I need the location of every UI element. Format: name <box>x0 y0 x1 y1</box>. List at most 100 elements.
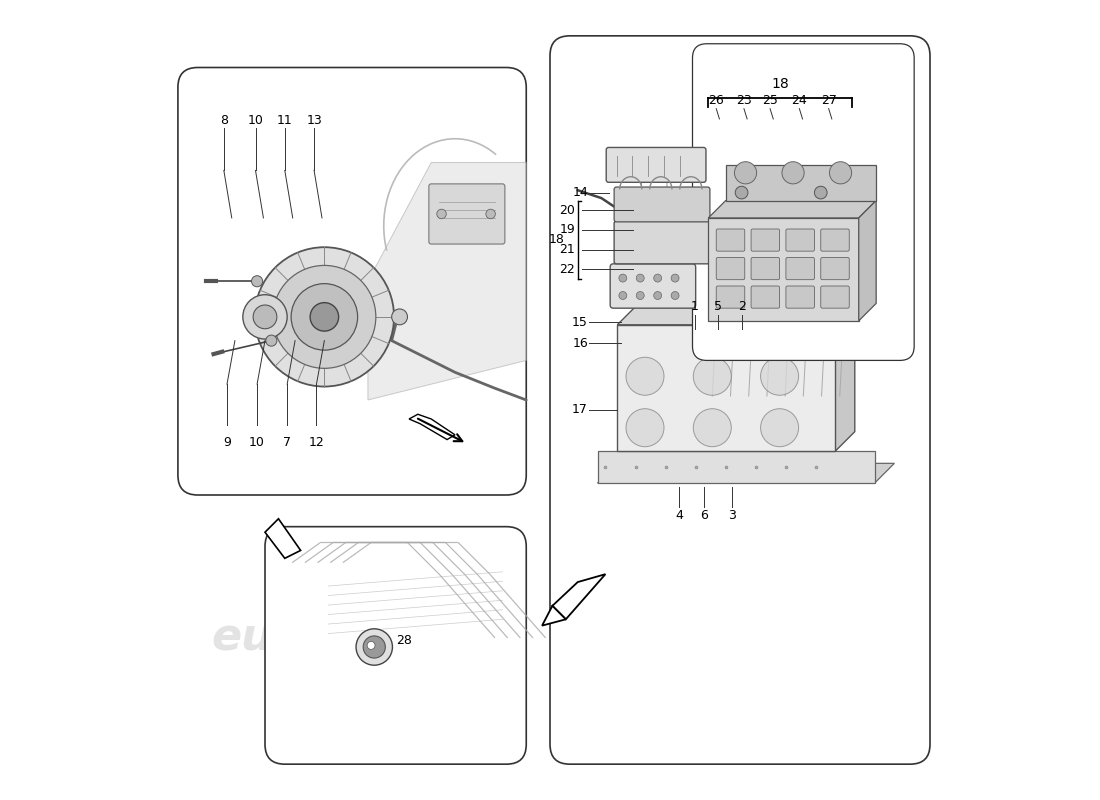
FancyBboxPatch shape <box>789 283 818 305</box>
FancyBboxPatch shape <box>821 258 849 280</box>
Circle shape <box>255 247 394 386</box>
Text: 1: 1 <box>691 300 698 313</box>
Text: 6: 6 <box>701 510 708 522</box>
FancyBboxPatch shape <box>785 229 814 251</box>
Text: 7: 7 <box>283 436 292 449</box>
Polygon shape <box>597 463 894 483</box>
Circle shape <box>693 358 732 395</box>
Text: 5: 5 <box>714 300 722 313</box>
Circle shape <box>619 291 627 299</box>
Polygon shape <box>552 574 605 619</box>
FancyBboxPatch shape <box>614 187 710 222</box>
Text: 12: 12 <box>309 436 324 449</box>
Text: eurospares: eurospares <box>607 537 889 580</box>
FancyBboxPatch shape <box>265 526 526 764</box>
Polygon shape <box>597 451 874 483</box>
Circle shape <box>310 302 339 331</box>
Circle shape <box>760 409 799 446</box>
Text: 4: 4 <box>675 510 683 522</box>
Text: 23: 23 <box>736 94 751 107</box>
Text: 14: 14 <box>572 186 588 199</box>
Polygon shape <box>617 305 855 325</box>
Circle shape <box>253 305 277 329</box>
FancyBboxPatch shape <box>693 44 914 361</box>
FancyBboxPatch shape <box>821 286 849 308</box>
Text: 11: 11 <box>277 114 293 127</box>
FancyBboxPatch shape <box>751 286 780 308</box>
Text: 2: 2 <box>738 300 746 313</box>
Text: 22: 22 <box>560 263 575 276</box>
Circle shape <box>636 274 645 282</box>
Text: eurospares: eurospares <box>211 616 493 659</box>
Text: 19: 19 <box>560 223 575 236</box>
Text: 15: 15 <box>572 316 588 329</box>
Polygon shape <box>265 518 300 558</box>
Polygon shape <box>726 165 877 201</box>
Text: eurospares: eurospares <box>607 260 889 302</box>
Text: 10: 10 <box>249 436 265 449</box>
Circle shape <box>814 186 827 199</box>
Circle shape <box>356 629 393 666</box>
FancyBboxPatch shape <box>751 258 780 280</box>
FancyBboxPatch shape <box>634 283 664 305</box>
Circle shape <box>693 409 732 446</box>
Text: 21: 21 <box>560 243 575 256</box>
Circle shape <box>363 636 385 658</box>
Circle shape <box>626 409 664 446</box>
FancyBboxPatch shape <box>716 286 745 308</box>
Circle shape <box>626 358 664 395</box>
Polygon shape <box>708 218 859 321</box>
Circle shape <box>671 291 679 299</box>
FancyBboxPatch shape <box>550 36 930 764</box>
Circle shape <box>829 162 851 184</box>
Circle shape <box>760 358 799 395</box>
Text: 17: 17 <box>572 403 588 416</box>
FancyBboxPatch shape <box>821 229 849 251</box>
Text: 3: 3 <box>728 510 736 522</box>
FancyBboxPatch shape <box>785 258 814 280</box>
Circle shape <box>671 274 679 282</box>
Circle shape <box>367 642 375 650</box>
Circle shape <box>273 266 376 368</box>
Circle shape <box>619 274 627 282</box>
Polygon shape <box>367 162 526 400</box>
FancyBboxPatch shape <box>716 229 745 251</box>
Circle shape <box>653 274 661 282</box>
Circle shape <box>437 210 447 218</box>
Circle shape <box>266 335 277 346</box>
Text: 26: 26 <box>708 94 724 107</box>
Circle shape <box>782 162 804 184</box>
Text: 8: 8 <box>220 114 228 127</box>
FancyBboxPatch shape <box>610 264 695 308</box>
Circle shape <box>486 210 495 218</box>
Circle shape <box>735 186 748 199</box>
Circle shape <box>735 162 757 184</box>
Polygon shape <box>835 305 855 451</box>
Polygon shape <box>409 414 455 439</box>
Text: 24: 24 <box>792 94 807 107</box>
Polygon shape <box>542 606 565 626</box>
FancyBboxPatch shape <box>751 229 780 251</box>
Text: 27: 27 <box>821 94 837 107</box>
FancyBboxPatch shape <box>606 147 706 182</box>
Circle shape <box>636 291 645 299</box>
Polygon shape <box>708 201 877 218</box>
Text: 10: 10 <box>248 114 263 127</box>
FancyBboxPatch shape <box>614 221 710 264</box>
Text: 18: 18 <box>549 233 565 246</box>
FancyBboxPatch shape <box>178 67 526 495</box>
Text: eurospares: eurospares <box>211 260 493 302</box>
Circle shape <box>392 309 407 325</box>
Text: 20: 20 <box>560 203 575 217</box>
Text: 16: 16 <box>572 337 588 350</box>
Text: 18: 18 <box>771 78 790 91</box>
Text: 9: 9 <box>223 436 231 449</box>
Text: 25: 25 <box>762 94 778 107</box>
Circle shape <box>243 294 287 339</box>
FancyBboxPatch shape <box>429 184 505 244</box>
Circle shape <box>653 291 661 299</box>
Polygon shape <box>859 201 877 321</box>
FancyBboxPatch shape <box>716 258 745 280</box>
Text: 13: 13 <box>306 114 322 127</box>
Circle shape <box>252 276 263 286</box>
